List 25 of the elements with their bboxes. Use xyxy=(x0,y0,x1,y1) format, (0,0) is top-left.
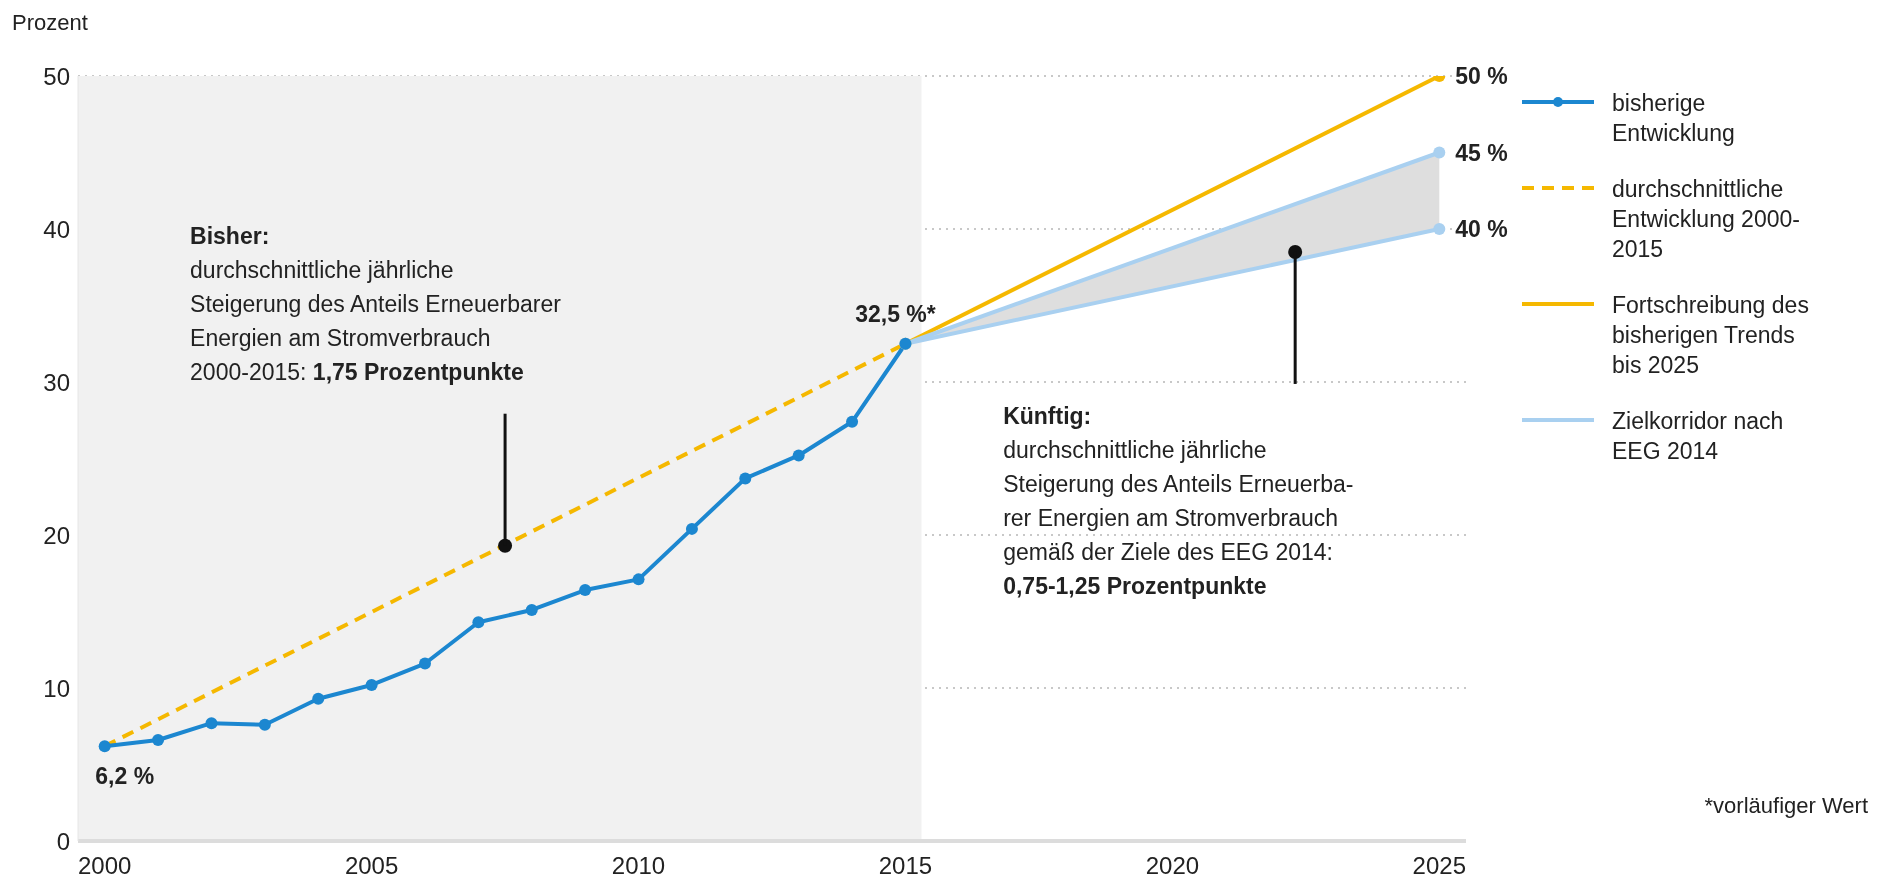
y-tick-label: 20 xyxy=(43,521,70,549)
y-tick-label: 50 xyxy=(43,62,70,90)
annotation: Künftig: durchschnittliche jährliche Steigerung des Anteils Erneuerba- rer Energien am Stromverbrauch gemäß der Ziele des EEG 2014: 0,75-1,25 Prozentpunkte xyxy=(1003,402,1354,599)
annotation: Bisher: durchschnittliche jährliche Steigerung des Anteils Erneuerbarer Energien am Stromverbrauch 2000-2015: 1,75 Prozentpunkte xyxy=(190,222,562,385)
x-tick-label: 2000 xyxy=(78,852,132,880)
legend-label: Zielkorridor nach EEG 2014 xyxy=(1612,407,1785,466)
legend-label: bisherige Entwicklung xyxy=(1612,89,1736,148)
x-tick-label: 2020 xyxy=(1145,852,1200,880)
annotation: 45 % xyxy=(1455,139,1508,166)
y-tick-label: 0 xyxy=(56,827,70,855)
legend-label: Fortschreibung des bisherigen Trends bis 2025 xyxy=(1612,291,1810,380)
x-tick-label: 2015 xyxy=(878,852,933,880)
y-tick-label: 30 xyxy=(43,368,70,396)
x-tick-label: 2025 xyxy=(1412,852,1466,880)
legend-label: durchschnittliche Entwicklung 2000-2015 xyxy=(1612,175,1801,264)
annotation: 40 % xyxy=(1455,216,1508,242)
y-tick-label: 40 xyxy=(43,215,70,243)
annotation: 32,5 %* xyxy=(855,300,936,327)
annotation: 50 % xyxy=(1455,63,1508,89)
y-tick-label: 10 xyxy=(43,674,70,702)
text: *vorläufiger Wert xyxy=(1704,793,1868,819)
y-axis-title: Prozent xyxy=(12,10,88,36)
x-tick-label: 2005 xyxy=(344,852,399,880)
x-tick-label: 2010 xyxy=(611,852,666,880)
annotation: 6,2 % xyxy=(95,763,155,790)
